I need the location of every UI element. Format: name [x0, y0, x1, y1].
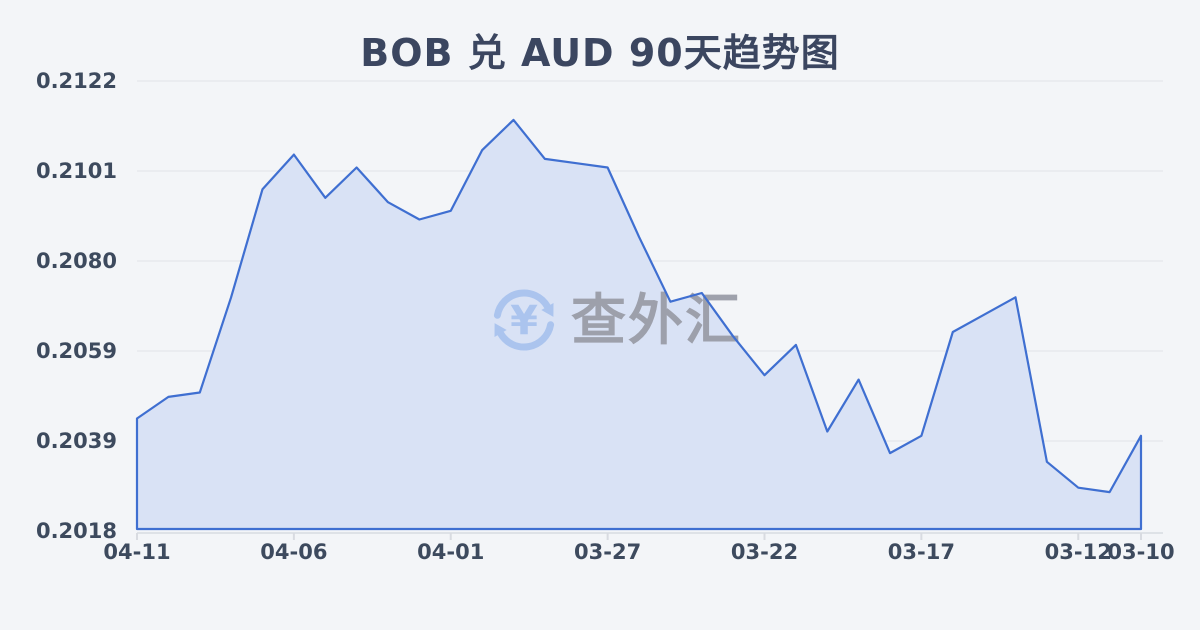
y-axis-label: 0.2122 — [35, 69, 117, 93]
x-axis-label: 03-22 — [730, 540, 799, 564]
x-axis-label: 04-06 — [260, 540, 328, 564]
watermark-text: 查外汇 — [571, 288, 742, 352]
x-axis-label: 03-17 — [887, 540, 955, 564]
x-axis-label: 03-27 — [574, 540, 642, 564]
y-axis-label: 0.2101 — [35, 159, 117, 183]
x-axis-ticks — [136, 532, 1163, 540]
x-axis-label: 03-10 — [1107, 540, 1175, 564]
chart-title: BOB 兑 AUD 90天趋势图 — [360, 31, 840, 75]
y-axis: 0.2122 0.2101 0.2080 0.2059 0.2039 0.2018 — [0, 0, 117, 630]
y-axis-label: 0.2018 — [35, 519, 117, 543]
x-axis-label: 04-01 — [417, 540, 485, 564]
watermark: ¥ 查外汇 — [493, 288, 742, 352]
currency-exchange-icon: ¥ — [493, 289, 555, 351]
x-axis-label: 04-11 — [103, 540, 171, 564]
area-fill — [137, 119, 1141, 530]
y-axis-label: 0.2039 — [35, 429, 117, 453]
trend-line — [135, 118, 1143, 531]
y-axis-label: 0.2080 — [35, 249, 117, 273]
x-axis-label: 03-12 — [1044, 540, 1112, 564]
yen-symbol: ¥ — [510, 298, 538, 344]
y-axis-label: 0.2059 — [35, 339, 117, 363]
